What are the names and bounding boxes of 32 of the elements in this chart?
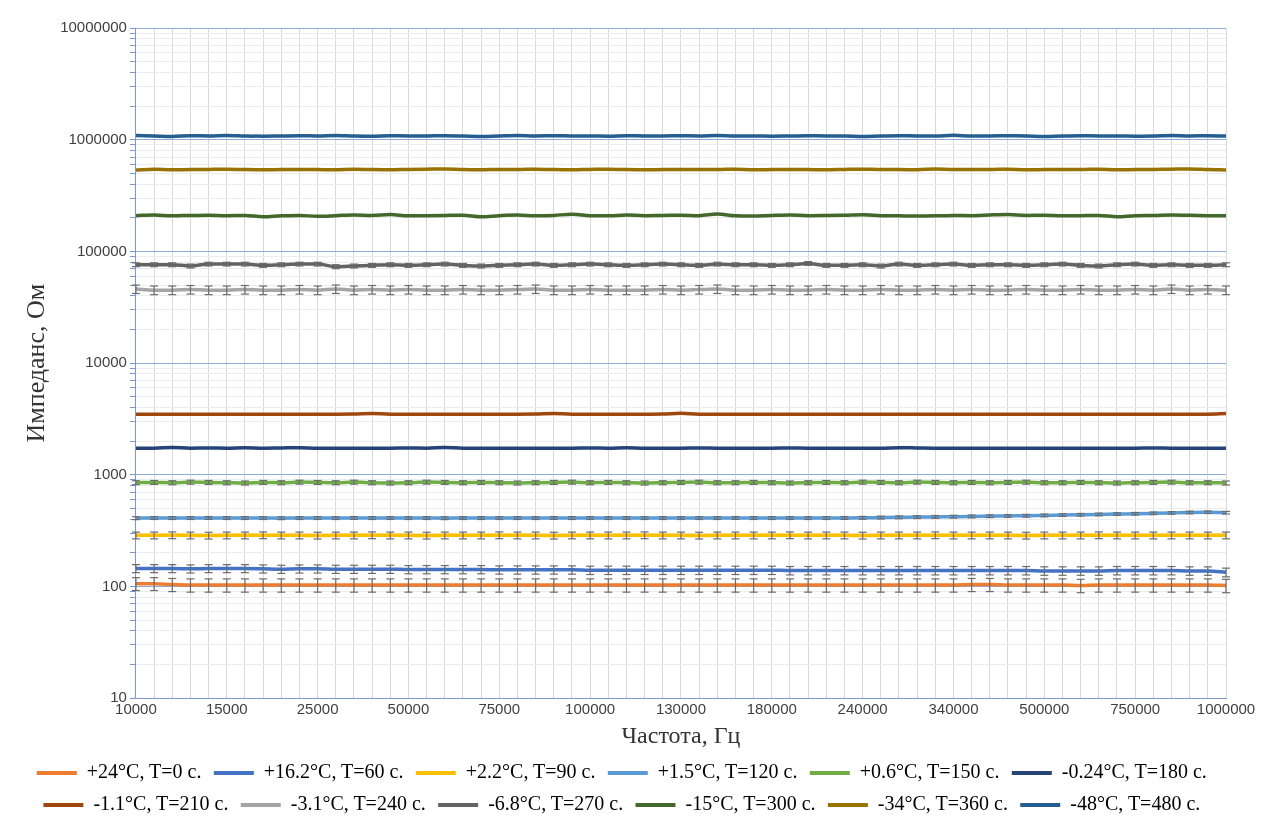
legend-label: -0.24°C, T=180 с.	[1061, 760, 1207, 783]
y-axis-title: Импеданс, Ом	[21, 283, 51, 443]
legend-label: -48°C, T=480 с.	[1070, 792, 1201, 815]
y-tick-label: 100000	[76, 241, 127, 259]
x-tick-label: 15000	[205, 700, 248, 718]
y-tick-label: 10000000	[60, 18, 127, 36]
x-tick-label: 130000	[655, 700, 706, 718]
x-tick-label: 25000	[296, 700, 339, 718]
x-tick-label: 240000	[837, 700, 888, 718]
y-tick-label: 1000	[93, 464, 127, 482]
x-tick-label: 750000	[1110, 700, 1161, 718]
x-tick-label: 75000	[478, 700, 521, 718]
legend-label: +16.2°C, T=60 с.	[263, 760, 404, 783]
legend-label: -1.1°C, T=210 с.	[93, 792, 229, 815]
legend-label: +24°C, T=0 с.	[86, 760, 202, 783]
legend-label: -15°C, T=300 с.	[685, 792, 816, 815]
x-tick-label: 100000	[565, 700, 616, 718]
legend-label: -6.8°C, T=270 с.	[488, 792, 624, 815]
legend-label: +1.5°C, T=120 с.	[657, 760, 798, 783]
y-tick-label: 100	[101, 576, 127, 594]
legend-label: -3.1°C, T=240 с.	[290, 792, 426, 815]
legend-label: +2.2°C, T=90 с.	[465, 760, 596, 783]
x-tick-label: 50000	[387, 700, 430, 718]
y-tick-label: 10000	[85, 353, 127, 371]
y-tick-label: 1000000	[68, 129, 127, 147]
legend-label: -34°C, T=360 с.	[877, 792, 1008, 815]
x-tick-label: 340000	[928, 700, 979, 718]
x-axis-title: Частота, Гц	[621, 721, 741, 748]
x-tick-label: 1000000	[1196, 700, 1256, 718]
x-tick-label: 180000	[746, 700, 797, 718]
x-tick-label: 500000	[1019, 700, 1070, 718]
legend-label: +0.6°C, T=150 с.	[859, 760, 1000, 783]
